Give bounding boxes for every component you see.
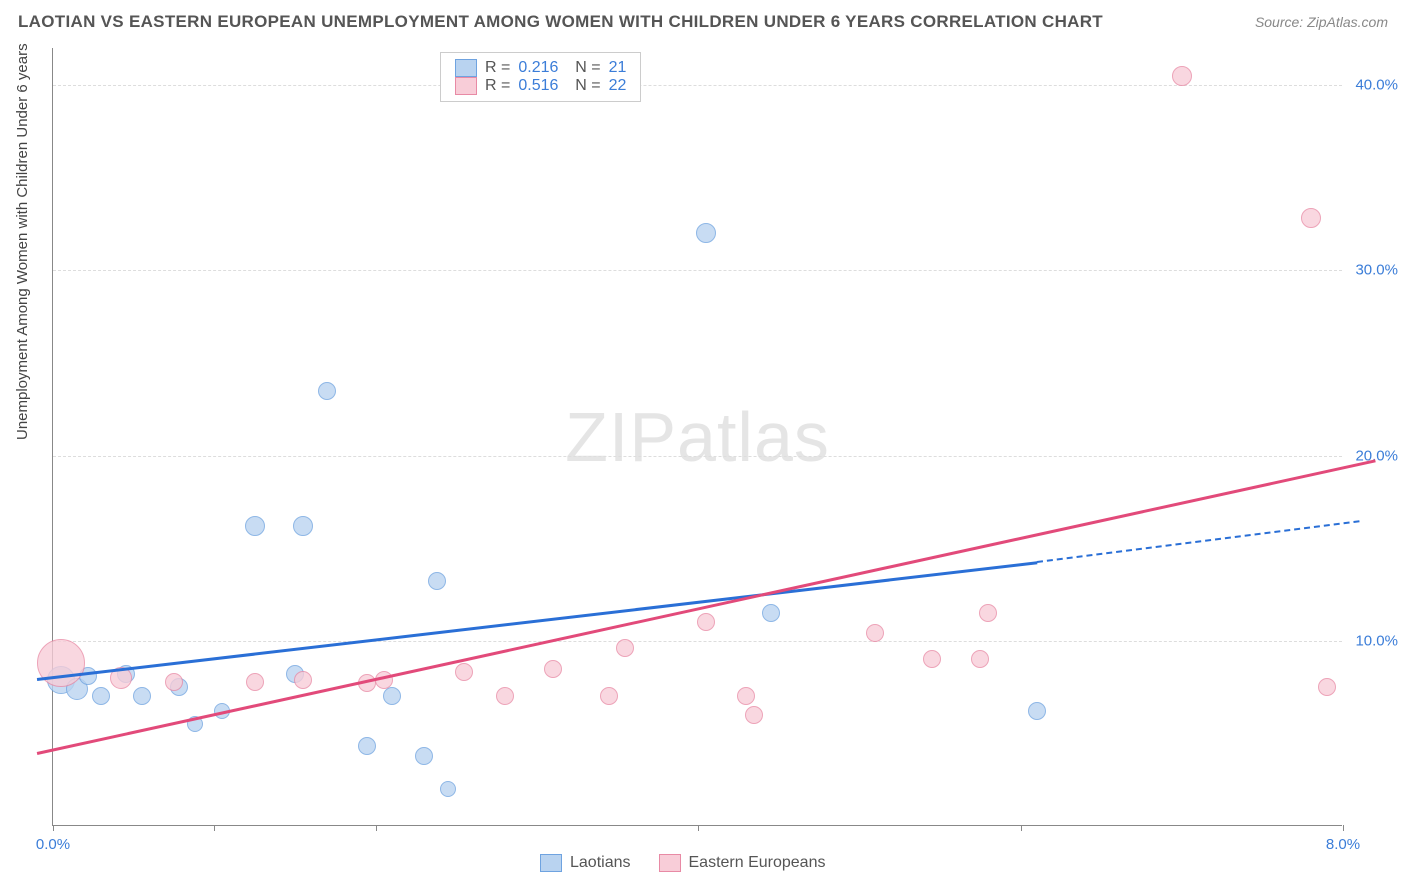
stat-n-value: 22: [609, 77, 627, 95]
stat-r-value: 0.516: [518, 77, 558, 95]
legend-swatch: [659, 854, 681, 872]
trend-line: [1036, 520, 1359, 563]
data-point: [455, 663, 473, 681]
data-point: [92, 687, 110, 705]
x-tick: [698, 825, 699, 831]
legend-item: Laotians: [540, 854, 631, 872]
legend-label: Eastern Europeans: [689, 854, 826, 872]
data-point: [923, 650, 941, 668]
x-tick: [53, 825, 54, 831]
stat-row: R = 0.516 N = 22: [455, 77, 626, 95]
data-point: [246, 673, 264, 691]
y-tick-label: 30.0%: [1355, 262, 1398, 279]
title-bar: LAOTIAN VS EASTERN EUROPEAN UNEMPLOYMENT…: [18, 12, 1388, 32]
data-point: [696, 223, 716, 243]
data-point: [294, 671, 312, 689]
data-point: [745, 706, 763, 724]
stat-label: R =: [485, 59, 510, 77]
stat-row: R = 0.216 N = 21: [455, 59, 626, 77]
x-tick: [1343, 825, 1344, 831]
data-point: [293, 516, 313, 536]
legend-swatch: [540, 854, 562, 872]
data-point: [358, 737, 376, 755]
data-point: [697, 613, 715, 631]
data-point: [737, 687, 755, 705]
watermark: ZIPatlas: [565, 397, 830, 477]
data-point: [1318, 678, 1336, 696]
data-point: [245, 516, 265, 536]
data-point: [318, 382, 336, 400]
y-gridline: [53, 641, 1342, 642]
trend-line: [37, 561, 1037, 680]
x-tick: [1021, 825, 1022, 831]
data-point: [440, 781, 456, 797]
watermark-bold: ZIP: [565, 398, 677, 476]
stat-label: N =: [566, 77, 600, 95]
data-point: [1301, 208, 1321, 228]
y-axis-label: Unemployment Among Women with Children U…: [14, 43, 31, 440]
data-point: [600, 687, 618, 705]
data-point: [496, 687, 514, 705]
y-gridline: [53, 270, 1342, 271]
data-point: [1028, 702, 1046, 720]
watermark-thin: atlas: [677, 398, 830, 476]
data-point: [979, 604, 997, 622]
data-point: [866, 624, 884, 642]
legend-label: Laotians: [570, 854, 631, 872]
y-tick-label: 10.0%: [1355, 632, 1398, 649]
stat-label: N =: [566, 59, 600, 77]
data-point: [165, 673, 183, 691]
legend-swatch: [455, 59, 477, 77]
legend-item: Eastern Europeans: [659, 854, 826, 872]
stat-label: R =: [485, 77, 510, 95]
data-point: [383, 687, 401, 705]
data-point: [428, 572, 446, 590]
scatter-plot: ZIPatlas 10.0%20.0%30.0%40.0%0.0%8.0%: [52, 48, 1342, 826]
stats-legend: R = 0.216 N = 21R = 0.516 N = 22: [440, 52, 641, 102]
y-tick-label: 40.0%: [1355, 77, 1398, 94]
chart-title: LAOTIAN VS EASTERN EUROPEAN UNEMPLOYMENT…: [18, 12, 1103, 32]
data-point: [971, 650, 989, 668]
x-tick-label: 8.0%: [1326, 836, 1360, 853]
trend-line: [37, 459, 1376, 754]
data-point: [544, 660, 562, 678]
series-legend: Laotians Eastern Europeans: [540, 854, 825, 872]
x-tick: [214, 825, 215, 831]
stat-n-value: 21: [609, 59, 627, 77]
data-point: [415, 747, 433, 765]
y-gridline: [53, 456, 1342, 457]
data-point: [762, 604, 780, 622]
y-gridline: [53, 85, 1342, 86]
data-point: [616, 639, 634, 657]
legend-swatch: [455, 77, 477, 95]
source-label: Source: ZipAtlas.com: [1255, 14, 1388, 30]
x-tick-label: 0.0%: [36, 836, 70, 853]
data-point: [1172, 66, 1192, 86]
stat-r-value: 0.216: [518, 59, 558, 77]
x-tick: [376, 825, 377, 831]
data-point: [37, 639, 85, 687]
data-point: [133, 687, 151, 705]
